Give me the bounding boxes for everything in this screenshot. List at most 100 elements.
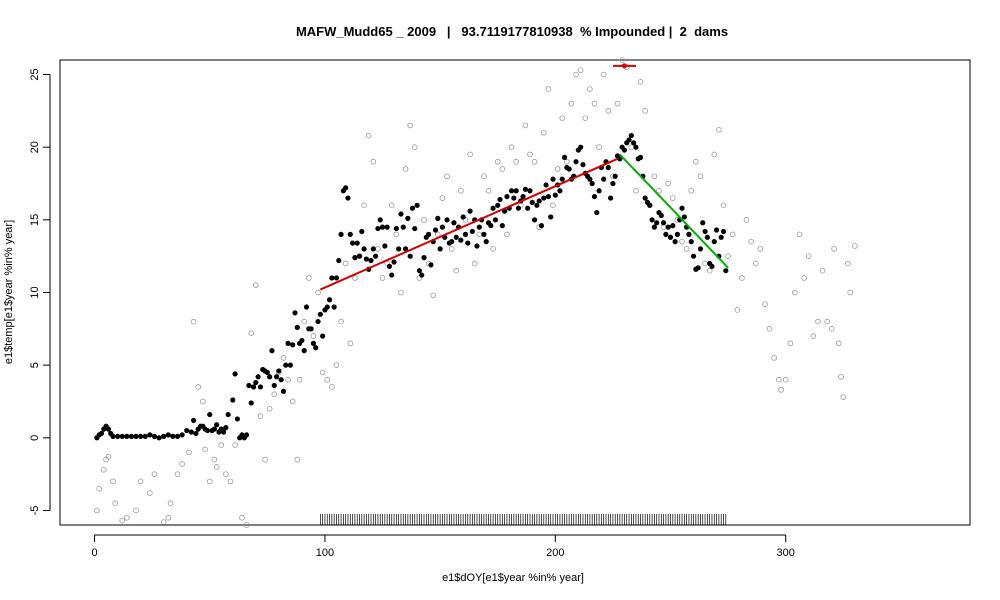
background-point	[787, 340, 794, 347]
background-point	[296, 376, 303, 383]
highlight-point	[702, 228, 708, 235]
highlight-point	[191, 417, 197, 423]
highlight-point	[343, 185, 349, 191]
background-point	[167, 500, 174, 507]
background-point	[444, 173, 450, 180]
highlight-point	[557, 188, 563, 194]
highlight-point	[495, 202, 501, 208]
highlight-point	[499, 223, 505, 229]
background-point	[852, 243, 858, 249]
highlight-point	[409, 205, 416, 211]
highlight-point	[396, 246, 402, 252]
highlight-point	[414, 202, 420, 208]
background-point	[110, 478, 116, 485]
highlight-point	[428, 262, 434, 268]
highlight-point	[375, 225, 381, 232]
highlight-point	[704, 234, 710, 240]
background-point	[614, 100, 621, 107]
highlight-point	[370, 246, 376, 252]
highlight-point	[713, 227, 720, 233]
highlight-point	[688, 239, 694, 245]
highlight-point	[663, 231, 669, 237]
background-point	[398, 289, 404, 296]
background-point	[796, 231, 803, 238]
highlight-point	[492, 217, 499, 223]
highlight-point	[179, 432, 185, 438]
highlight-point	[407, 253, 413, 259]
background-point	[757, 246, 764, 252]
x-tick-label: 300	[777, 547, 795, 559]
background-point	[262, 456, 268, 463]
highlight-point	[462, 231, 469, 237]
background-point	[266, 405, 273, 412]
background-point	[847, 289, 854, 296]
background-point	[605, 108, 612, 114]
highlight-point	[649, 217, 655, 223]
highlight-point	[674, 231, 681, 237]
highlight-point	[119, 433, 125, 439]
background-point	[195, 384, 202, 390]
background-point	[294, 456, 301, 463]
highlight-point	[610, 180, 616, 187]
background-point	[522, 122, 529, 129]
x-axis: 0 100 200 300	[91, 534, 795, 559]
highlight-point	[647, 202, 653, 208]
highlight-point	[695, 265, 701, 271]
background-point	[838, 373, 844, 380]
background-point	[824, 318, 830, 325]
background-point	[347, 340, 354, 347]
background-point	[828, 326, 835, 332]
background-point	[587, 86, 593, 92]
background-point	[160, 519, 167, 525]
background-point	[582, 115, 589, 121]
highlight-point	[437, 246, 443, 252]
highlight-point	[497, 196, 503, 203]
background-point	[280, 355, 287, 361]
highlight-point	[124, 433, 130, 439]
background-point	[370, 158, 377, 165]
highlight-point	[338, 231, 344, 237]
highlight-point	[559, 176, 565, 182]
highlight-point	[147, 432, 153, 438]
background-point	[324, 376, 331, 383]
highlight-point	[483, 239, 489, 245]
background-point	[504, 231, 510, 238]
y-tick-label: -5	[29, 506, 41, 516]
highlight-point	[580, 162, 586, 168]
background-point	[550, 202, 556, 209]
highlight-point	[204, 427, 211, 434]
highlight-point	[310, 340, 317, 346]
background-point	[271, 391, 278, 398]
highlight-point	[193, 430, 199, 437]
highlight-point	[292, 310, 298, 316]
highlight-point	[184, 427, 190, 434]
background-point	[439, 195, 446, 201]
background-point	[365, 132, 372, 139]
fit-line	[619, 153, 729, 269]
background-point	[411, 144, 418, 150]
highlight-point	[207, 411, 213, 418]
highlight-point	[225, 411, 231, 418]
highlight-point	[384, 224, 390, 230]
background-point	[289, 398, 296, 405]
highlight-point	[170, 433, 176, 439]
background-point	[100, 466, 107, 473]
highlight-point	[391, 259, 397, 265]
background-point	[407, 122, 413, 129]
highlight-point	[389, 272, 395, 278]
y-tick-label: 5	[29, 362, 41, 368]
background-point	[248, 330, 255, 336]
background-point	[633, 187, 639, 194]
highlight-points-layer	[94, 132, 729, 441]
highlight-point	[250, 384, 257, 390]
highlight-point	[534, 202, 540, 208]
highlight-point	[465, 240, 471, 246]
background-point	[554, 166, 561, 172]
chart-title: MAFW_Mudd65 _ 2009 | 93.7119177810938 % …	[296, 24, 728, 39]
highlight-point	[449, 239, 455, 245]
background-point	[670, 195, 676, 201]
background-point	[352, 275, 358, 281]
y-tick-label: 20	[29, 141, 41, 153]
highlight-point	[329, 275, 335, 281]
background-point	[766, 326, 773, 332]
